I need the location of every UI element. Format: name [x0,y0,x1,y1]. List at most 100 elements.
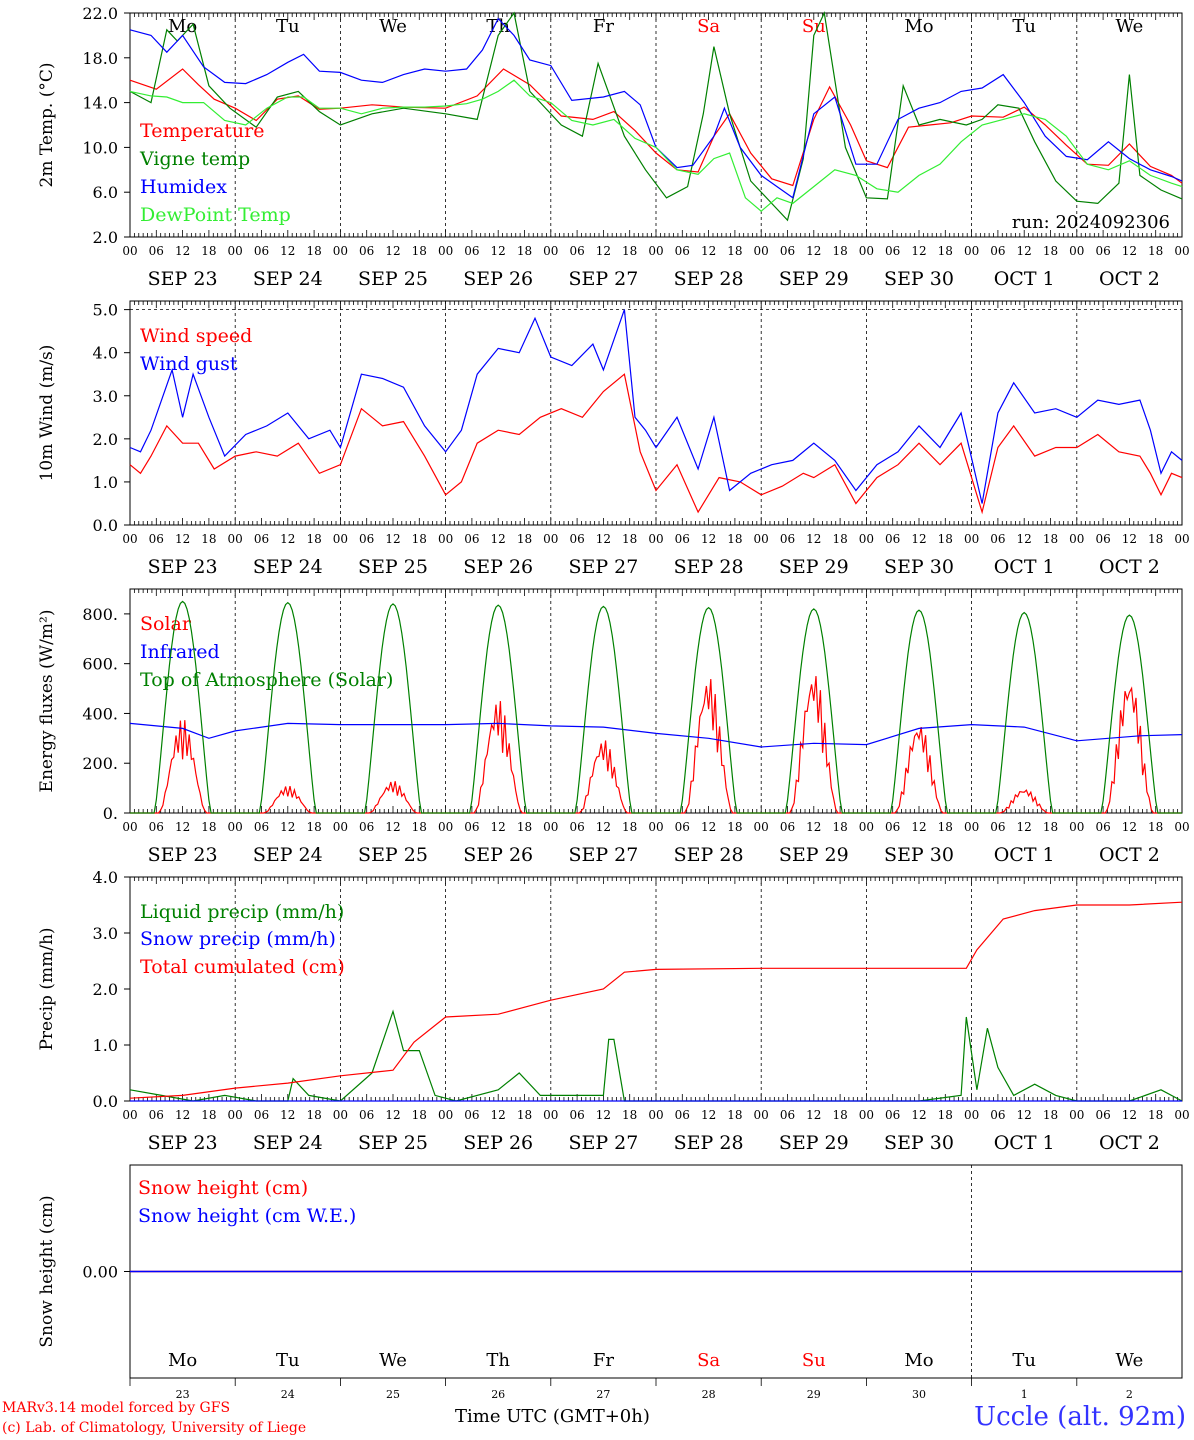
date-label: SEP 27 [568,556,638,578]
hour-tick-label: 12 [701,244,716,258]
hour-tick-label: 12 [806,244,821,258]
hour-tick-label: 06 [1095,532,1110,546]
hour-tick-label: 00 [1069,244,1084,258]
date-label: OCT 1 [994,268,1055,290]
hour-tick-label: 00 [333,244,348,258]
weekday-label: Mo [168,16,197,37]
hour-tick-label: 06 [149,1108,164,1122]
hour-tick-label: 18 [938,1108,953,1122]
hour-tick-label: 12 [911,532,926,546]
date-label: SEP 30 [884,268,954,290]
hour-tick-label: 18 [1043,820,1058,834]
hour-tick-label: 00 [964,532,979,546]
hour-tick-label: 00 [754,820,769,834]
y-tick-label: 1.0 [93,1036,118,1055]
panel-energy: 00 06 12 18 00 06 12 18 00 06 12 18 00 06 12 18 00 06 12 18… [37,588,1190,866]
weekday-label: Sa [697,16,720,37]
y-tick-label: 3.0 [93,387,118,406]
hour-tick-label: 18 [517,244,532,258]
hour-tick-label: 12 [596,244,611,258]
legend-entry: Vigne temp [139,148,250,170]
hour-tick-label: 12 [491,244,506,258]
hour-tick-label: 00 [438,820,453,834]
y-axis-label: Energy fluxes (W/m²) [37,610,57,793]
y-tick-label: 800. [82,605,118,624]
date-label: SEP 29 [779,1132,849,1154]
hour-tick-label: 06 [885,1108,900,1122]
y-tick-label: 5.0 [93,301,118,320]
hour-tick-label: 06 [569,244,584,258]
date-label: SEP 24 [253,556,323,578]
weekday-label: We [379,1350,407,1371]
hour-tick-label: 00 [1174,532,1189,546]
hour-tick-label: 12 [1122,1108,1137,1122]
date-label: SEP 25 [358,844,428,866]
hour-tick-label: 12 [596,1108,611,1122]
y-tick-label: 6.0 [93,183,118,202]
panel-wind: 00 06 12 18 00 06 12 18 00 06 12 18 00 06 12 18 00 06 12 18… [37,300,1190,578]
hour-tick-label: 06 [675,244,690,258]
hour-tick-label: 18 [832,820,847,834]
day-number-label: 2 [1126,1388,1133,1400]
hour-tick-label: 00 [1174,820,1189,834]
date-label: SEP 23 [148,556,218,578]
legend-entry: DewPoint Temp [140,204,291,226]
weekday-label: Sa [697,1350,720,1371]
hour-tick-label: 00 [228,532,243,546]
hour-tick-label: 06 [359,1108,374,1122]
time-axis-label: Time UTC (GMT+0h) [455,1406,650,1427]
hour-tick-label: 06 [675,1108,690,1122]
date-label: SEP 23 [148,844,218,866]
weekday-label: Fr [593,1350,614,1371]
date-label: SEP 24 [253,268,323,290]
hour-tick-label: 00 [228,1108,243,1122]
date-label: SEP 23 [148,1132,218,1154]
hour-tick-label: 12 [1017,820,1032,834]
hour-tick-label: 18 [517,1108,532,1122]
date-label: OCT 1 [994,844,1055,866]
y-tick-label: 400. [82,704,118,723]
weekday-label: Mo [904,16,933,37]
hour-tick-label: 18 [201,820,216,834]
y-tick-label: 200. [82,754,118,773]
hour-tick-label: 12 [280,244,295,258]
hour-tick-label: 18 [622,820,637,834]
hour-tick-label: 06 [254,1108,269,1122]
y-tick-label: 14.0 [82,94,118,113]
legend-entry: Infrared [140,641,220,663]
hour-tick-label: 00 [333,820,348,834]
lab-credit-line: (c) Lab. of Climatology, University of L… [2,1420,307,1436]
hour-tick-label: 06 [780,1108,795,1122]
hour-tick-label: 06 [149,820,164,834]
y-tick-label: 2.0 [93,430,118,449]
series-line-solar [130,676,1182,814]
date-label: SEP 23 [148,268,218,290]
hour-tick-label: 06 [990,532,1005,546]
weekday-label: Tu [1012,1350,1036,1371]
hour-tick-label: 18 [938,244,953,258]
hour-tick-label: 12 [701,1108,716,1122]
y-tick-label: 10.0 [82,138,118,157]
y-tick-label: 1.0 [93,473,118,492]
hour-tick-label: 18 [1043,244,1058,258]
hour-tick-label: 00 [648,1108,663,1122]
hour-tick-label: 18 [622,532,637,546]
hour-tick-label: 12 [175,820,190,834]
legend-entry: Solar [140,613,192,635]
hour-tick-label: 18 [622,1108,637,1122]
date-label: SEP 30 [884,1132,954,1154]
hour-tick-label: 00 [964,820,979,834]
date-label: SEP 27 [568,844,638,866]
hour-tick-label: 06 [1095,1108,1110,1122]
date-label: OCT 2 [1099,556,1160,578]
weekday-label: Su [802,16,826,37]
hour-tick-label: 00 [859,820,874,834]
panel-precip: 00 06 12 18 00 06 12 18 00 06 12 18 00 06 12 18 00 06 12 18… [37,868,1190,1154]
day-number-label: 1 [1021,1388,1028,1400]
hour-tick-label: 12 [596,820,611,834]
hour-tick-label: 18 [306,820,321,834]
hour-tick-label: 18 [517,820,532,834]
hour-tick-label: 12 [385,532,400,546]
hour-tick-label: 06 [464,244,479,258]
y-tick-label: 4.0 [93,868,118,887]
